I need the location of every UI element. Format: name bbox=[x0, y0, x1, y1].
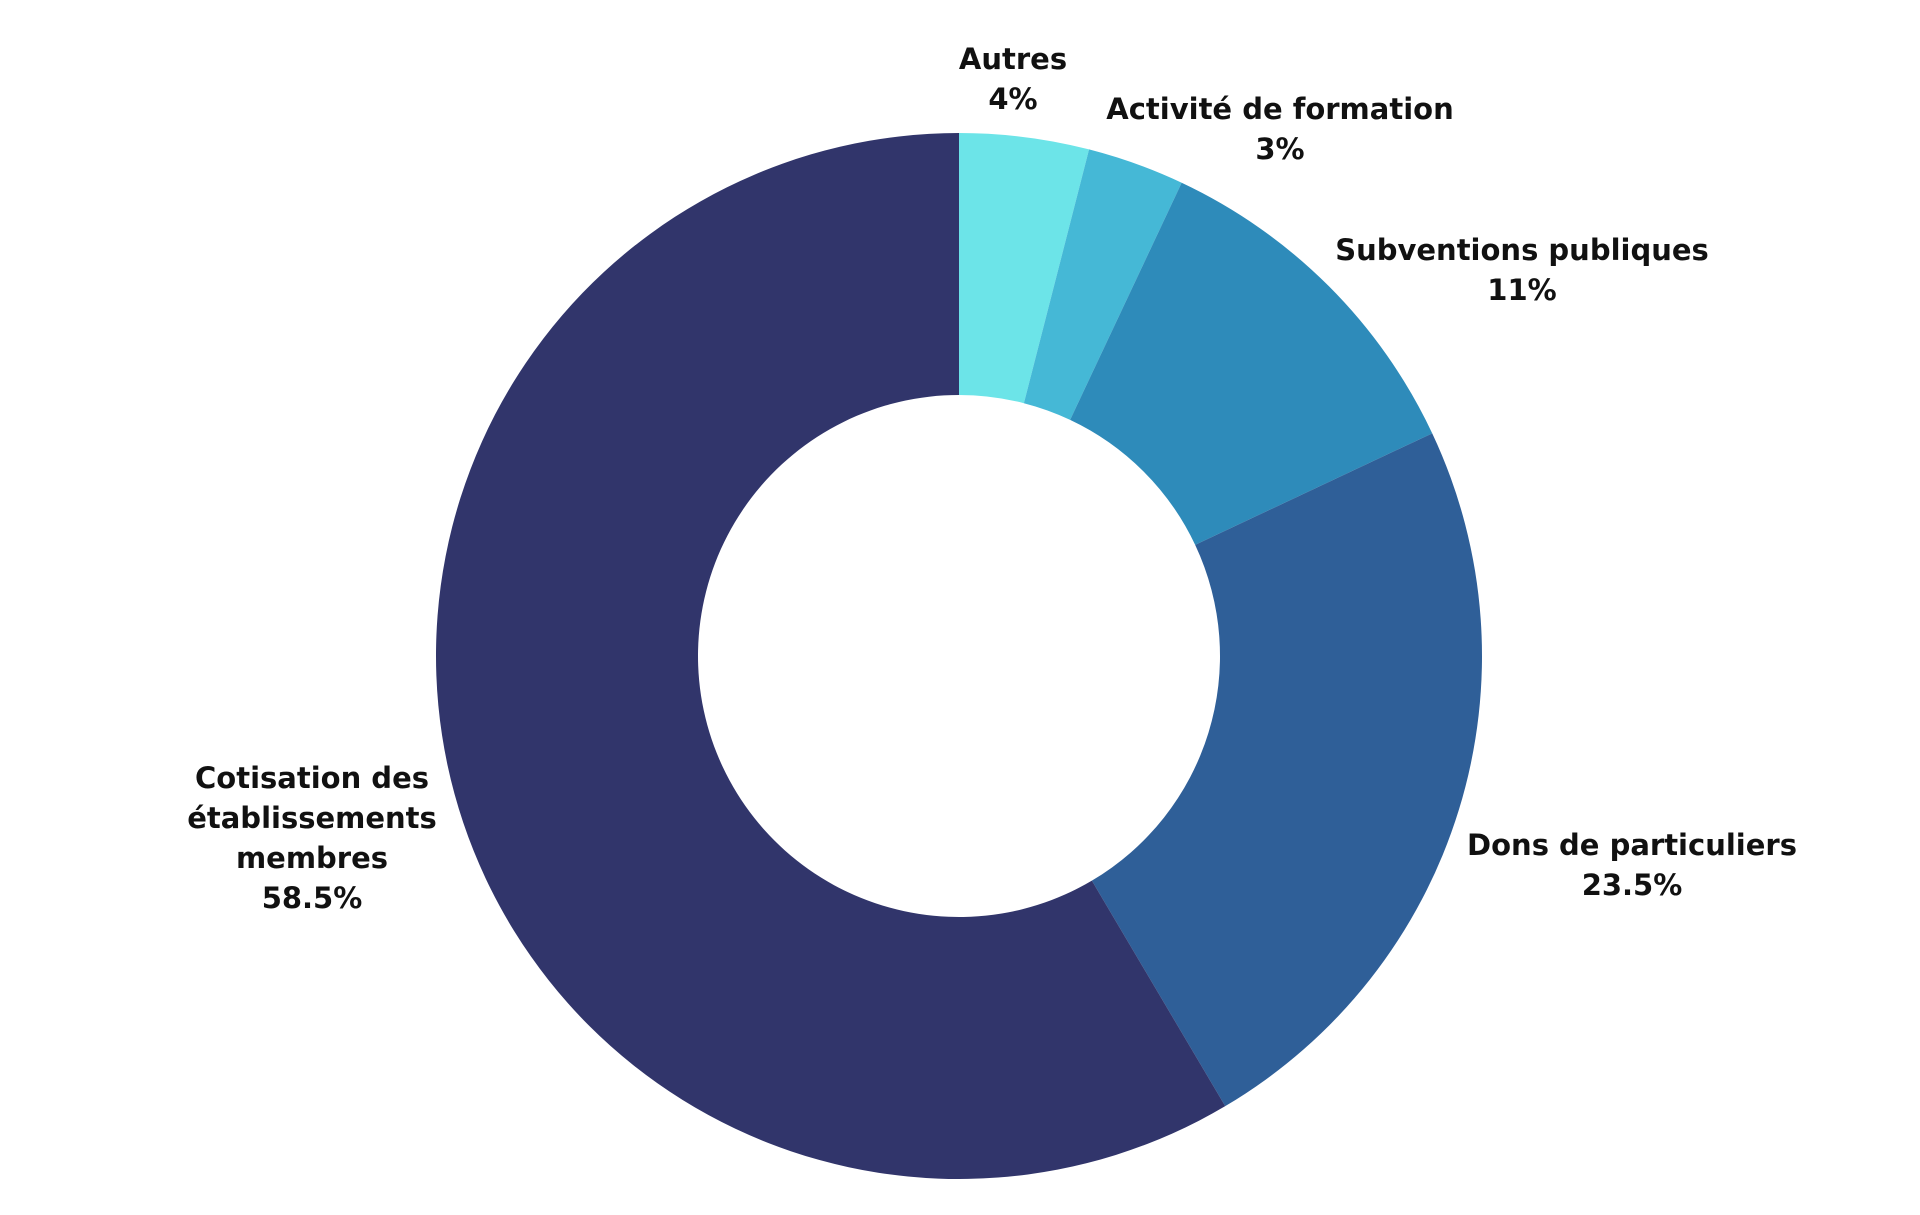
value-label: 4% bbox=[988, 82, 1038, 116]
category-name: Dons de particuliers bbox=[1467, 828, 1797, 862]
donut-slice bbox=[1070, 182, 1433, 545]
category-name: Cotisation des établissements membres bbox=[187, 761, 437, 875]
slice-label: Subventions publiques 11% bbox=[1335, 230, 1709, 310]
value-label: 3% bbox=[1255, 132, 1305, 166]
category-name: Autres bbox=[958, 42, 1068, 76]
slice-label: Autres 4% bbox=[959, 39, 1067, 119]
value-label: 11% bbox=[1487, 273, 1557, 307]
slice-label: Activité de formation 3% bbox=[1106, 89, 1453, 169]
value-label: 23.5% bbox=[1581, 868, 1683, 902]
value-label: 58.5% bbox=[261, 881, 363, 915]
donut-slice bbox=[1023, 149, 1182, 420]
donut-slice bbox=[435, 133, 1226, 1179]
donut-slice bbox=[959, 133, 1090, 404]
slice-label: Dons de particuliers 23.5% bbox=[1467, 825, 1797, 905]
category-name: Activité de formation bbox=[1106, 92, 1454, 126]
donut-slice bbox=[1091, 433, 1482, 1107]
category-name: Subventions publiques bbox=[1335, 233, 1709, 267]
slice-label: Cotisation des établissements membres 58.… bbox=[177, 758, 447, 918]
